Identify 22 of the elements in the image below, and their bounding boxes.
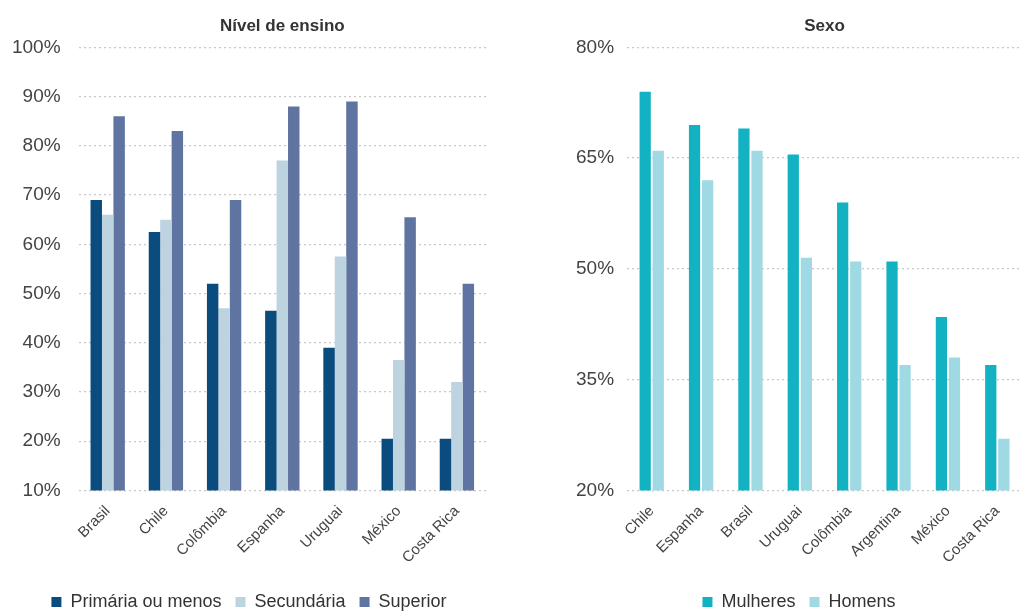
legend-label: Superior [378, 590, 447, 611]
y-tick-label: 30% [22, 380, 61, 402]
y-tick-label: 10% [22, 478, 61, 500]
y-tick-label: 60% [22, 232, 61, 254]
y-tick-label: 50% [22, 281, 61, 303]
y-tick-label: 90% [22, 84, 61, 106]
chart-title: Nível de ensino [219, 15, 345, 35]
legend-label: Homens [828, 590, 896, 611]
y-tick-label: 20% [22, 429, 61, 451]
y-tick-label: 80% [576, 35, 615, 57]
legend-label: Secundária [254, 590, 347, 611]
legend-label: Primária ou menos [70, 590, 222, 611]
chart-title: Sexo [804, 15, 845, 35]
y-tick-label: 50% [576, 257, 615, 279]
legend-label: Mulheres [721, 590, 796, 611]
y-tick-label: 100% [11, 35, 61, 57]
y-tick-label: 35% [576, 367, 615, 389]
y-tick-label: 20% [576, 478, 615, 500]
y-tick-label: 65% [576, 146, 615, 168]
y-tick-label: 40% [22, 330, 61, 352]
y-tick-label: 80% [22, 134, 61, 156]
y-tick-label: 70% [22, 183, 61, 205]
